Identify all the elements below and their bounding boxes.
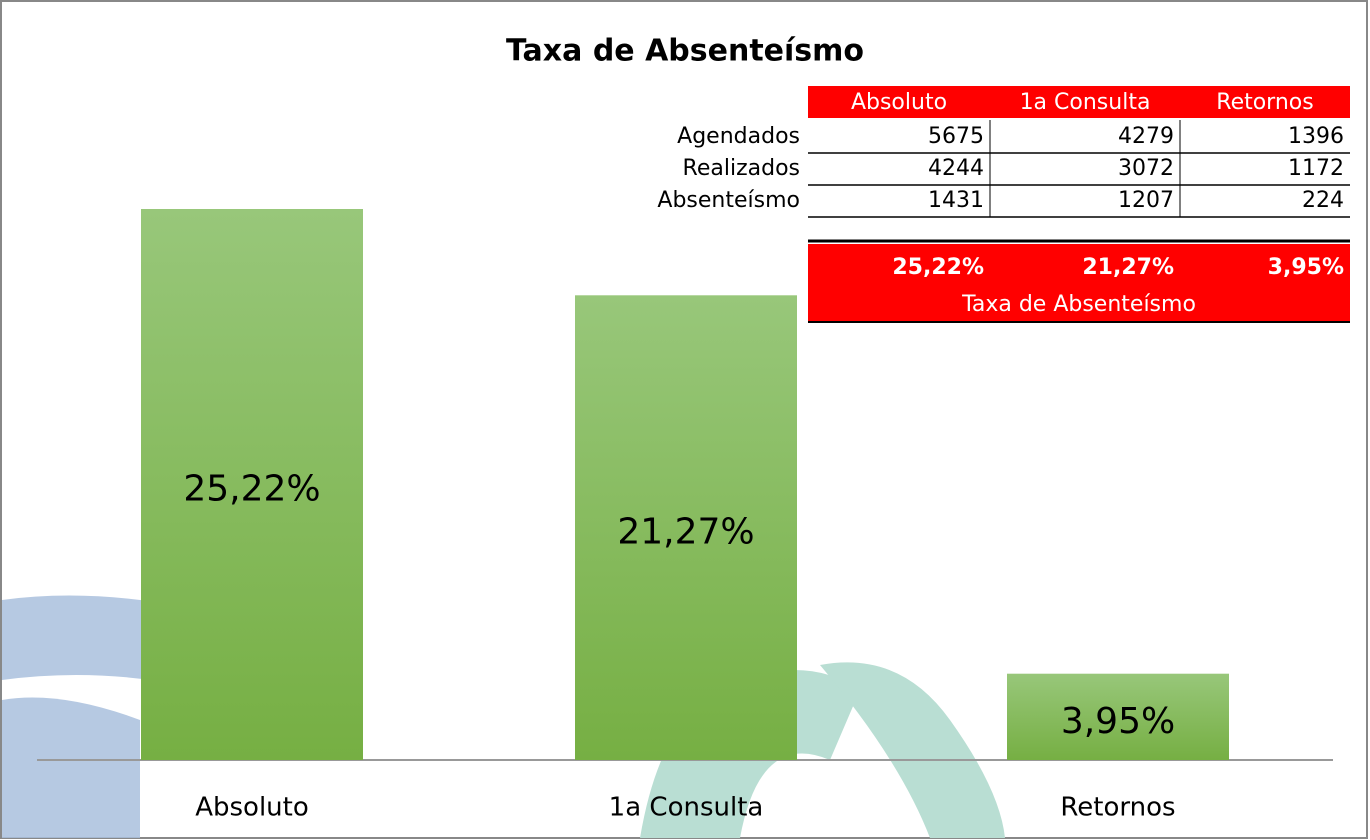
table-cell: 1207: [1118, 188, 1174, 213]
row-label: Absenteísmo: [657, 188, 800, 213]
table-header: Absoluto: [851, 90, 947, 115]
table-rate: 3,95%: [1268, 255, 1344, 280]
table-header: Retornos: [1216, 90, 1313, 115]
data-table: Absoluto 25,22% 1a Consulta 21,27% Retornos 3…: [657, 86, 1350, 323]
x-tick-label: 1a Consulta: [609, 793, 764, 823]
table-cell: 3072: [1118, 156, 1174, 181]
table-cell: 1396: [1288, 124, 1344, 149]
bar: [141, 209, 363, 760]
bar: [1007, 673, 1229, 760]
x-tick-label: Retornos: [1060, 793, 1175, 823]
table-header-bg: [808, 86, 1350, 118]
table-rate-bg: [808, 244, 1350, 322]
row-label: Realizados: [683, 156, 800, 181]
table-cell: 4279: [1118, 124, 1174, 149]
data-label: 25,22%: [183, 469, 320, 510]
table-rate-title: Taxa de Absenteísmo: [961, 292, 1196, 317]
data-label: 3,95%: [1061, 701, 1175, 742]
table-cell: 5675: [928, 124, 984, 149]
table-cell: 1431: [928, 188, 984, 213]
table-cell: 4244: [928, 156, 984, 181]
table-header: 1a Consulta: [1020, 90, 1151, 115]
row-label: Agendados: [677, 124, 800, 149]
x-tick-label: Absoluto: [195, 793, 309, 823]
table-cell: 1172: [1288, 156, 1344, 181]
chart-title: Taxa de Absenteísmo: [506, 34, 864, 69]
data-label: 21,27%: [617, 512, 754, 553]
table-cell: 224: [1302, 188, 1344, 213]
table-rate: 25,22%: [892, 255, 984, 280]
table-rate: 21,27%: [1082, 255, 1174, 280]
bar: [575, 295, 797, 760]
